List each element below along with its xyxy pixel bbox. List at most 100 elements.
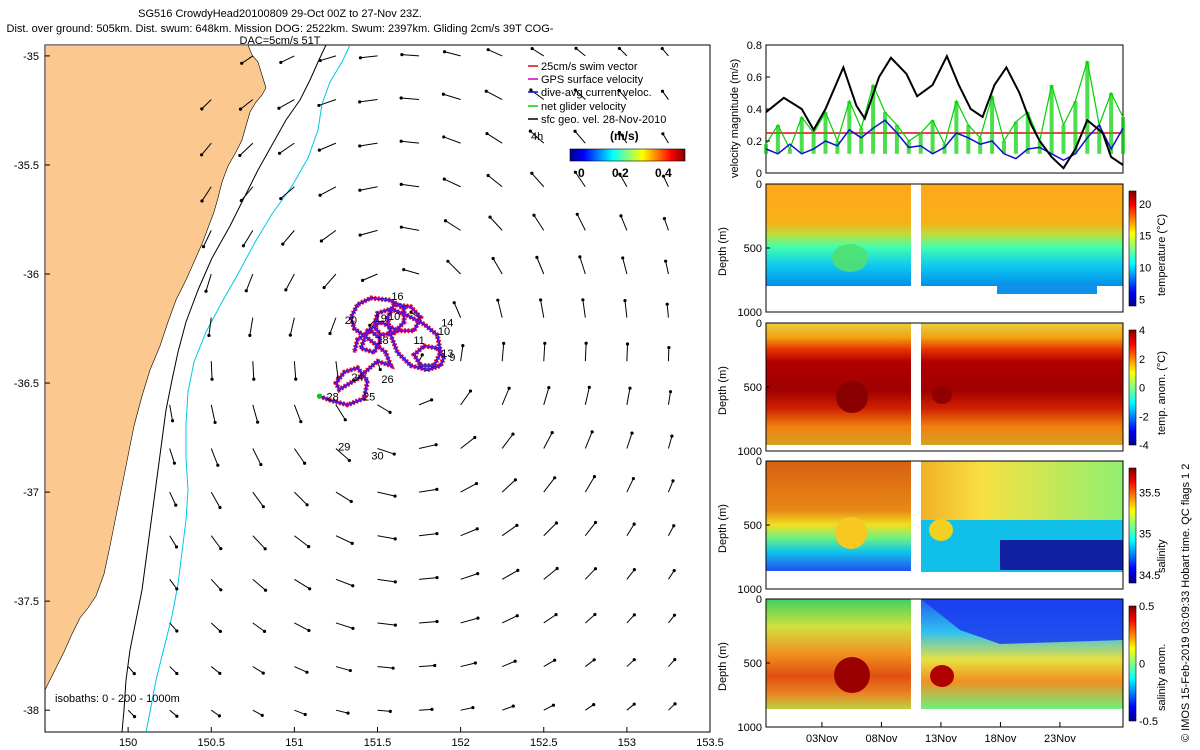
current-arrow xyxy=(319,186,337,196)
arrow-head xyxy=(630,431,634,435)
arrow-head xyxy=(547,386,551,390)
current-arrow xyxy=(667,391,671,405)
colorbar-label: temperature (°C) xyxy=(1156,214,1168,296)
colorbar-tick-label: 4 xyxy=(1139,325,1145,337)
arrow-head xyxy=(461,343,465,348)
colorbar-tick-label: 35.5 xyxy=(1139,488,1160,500)
day-label: 18 xyxy=(376,335,388,347)
current-arrow xyxy=(252,535,266,550)
current-arrow xyxy=(486,133,503,144)
current-arrow xyxy=(285,273,295,291)
arrow-head xyxy=(515,614,519,618)
arrow-head xyxy=(317,103,321,108)
current-arrow xyxy=(543,614,557,624)
net-velocity-bar xyxy=(859,128,864,154)
arrow-head xyxy=(358,188,362,192)
current-arrow xyxy=(460,345,464,362)
track-start-marker xyxy=(316,393,322,399)
net-velocity-bar xyxy=(799,117,804,154)
current-arrow xyxy=(543,568,558,580)
current-arrow xyxy=(444,51,461,57)
current-arrows xyxy=(127,46,677,719)
current-arrow xyxy=(169,579,178,590)
arrow-head xyxy=(575,212,579,216)
arrow-head xyxy=(513,659,517,663)
current-arrow xyxy=(443,136,461,144)
arrow-head xyxy=(660,46,664,51)
current-arrow xyxy=(280,55,295,63)
arrow-head xyxy=(502,341,506,345)
x-tick-label: 150 xyxy=(119,737,137,749)
arrow-head xyxy=(318,193,322,197)
current-arrow xyxy=(626,569,635,580)
current-arrow xyxy=(584,614,596,624)
arrow-head xyxy=(554,613,558,617)
net-velocity-bar xyxy=(918,133,923,154)
arrow-head xyxy=(573,170,578,174)
heatmap-field xyxy=(921,461,1123,521)
arrow-head xyxy=(511,704,515,708)
current-arrow xyxy=(492,258,503,275)
current-arrow xyxy=(201,99,212,110)
arrow-head xyxy=(281,242,285,246)
current-arrow xyxy=(294,491,308,506)
arrow-head xyxy=(488,215,492,219)
arrow-head xyxy=(218,671,222,675)
arrow-head xyxy=(475,527,479,531)
arrow-head xyxy=(662,216,666,221)
chart-title: SG516 CrowdyHead20100809 29-Oct 00Z to 2… xyxy=(138,8,422,20)
arrow-head xyxy=(378,367,382,372)
arrow-head xyxy=(584,341,588,345)
colorbar xyxy=(1128,190,1137,307)
day-label: 20 xyxy=(345,315,357,327)
current-arrow xyxy=(460,437,476,449)
current-arrow xyxy=(401,140,420,144)
current-arrow xyxy=(360,55,378,59)
arrow-head xyxy=(175,714,179,718)
x-tick-label: 151.5 xyxy=(364,737,392,749)
current-arrow xyxy=(626,659,635,667)
current-arrow xyxy=(335,578,353,587)
net-velocity-bar xyxy=(978,137,983,154)
net-velocity-bar xyxy=(942,144,947,154)
arrow-head xyxy=(213,420,217,425)
arrow-head xyxy=(248,333,252,337)
current-arrow xyxy=(293,361,297,380)
heatmap-field xyxy=(921,184,1123,286)
colorbar-tick: 0.4 xyxy=(655,166,672,180)
arrow-head xyxy=(305,670,309,674)
current-arrow xyxy=(626,432,633,449)
arrow-head xyxy=(303,712,307,717)
current-arrow xyxy=(531,172,545,188)
current-arrow xyxy=(487,49,503,57)
current-arrow xyxy=(377,404,391,413)
arrow-head xyxy=(625,342,630,346)
arrow-head xyxy=(530,47,534,51)
current-arrow xyxy=(501,569,519,580)
current-arrow xyxy=(419,577,438,580)
current-arrow xyxy=(239,142,254,156)
depth-axis-label: Depth (m) xyxy=(717,504,729,553)
current-arrow xyxy=(531,48,545,57)
arrow-head xyxy=(279,196,283,201)
arrow-head xyxy=(515,523,519,527)
arrow-head xyxy=(550,430,554,435)
depth-tick-label: 500 xyxy=(744,382,762,394)
arrow-head xyxy=(619,214,623,218)
current-arrow xyxy=(533,215,545,231)
arrow-head xyxy=(573,129,577,133)
arrow-head xyxy=(471,705,475,710)
arrow-head xyxy=(672,613,677,617)
current-arrow xyxy=(502,705,514,711)
current-arrow xyxy=(335,622,354,629)
arrow-head xyxy=(430,707,434,712)
arrow-head xyxy=(219,588,223,592)
arrow-head xyxy=(288,333,292,337)
net-velocity-bar xyxy=(883,112,887,154)
current-arrow xyxy=(320,55,337,62)
depth-axis-label: Depth (m) xyxy=(717,227,729,276)
arrow-head xyxy=(429,398,434,402)
current-arrow xyxy=(243,230,254,246)
heatmap-feature xyxy=(930,665,954,687)
arrow-head xyxy=(443,219,448,223)
